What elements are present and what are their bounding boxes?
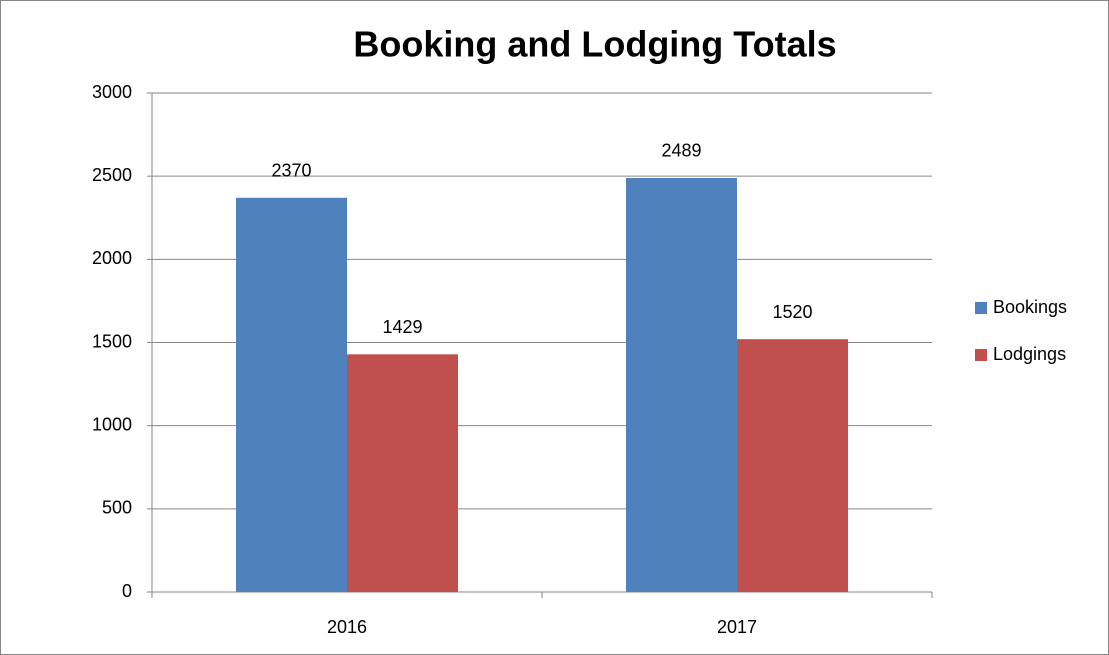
y-tick-label: 1000 (92, 414, 132, 434)
x-tick-label: 2016 (327, 617, 367, 637)
data-label: 1520 (772, 302, 812, 322)
bar (347, 354, 458, 592)
bar (236, 197, 347, 593)
y-tick-label: 2000 (92, 248, 132, 268)
legend-swatch (975, 302, 987, 314)
y-tick-label: 1500 (92, 331, 132, 351)
chart-title: Booking and Lodging Totals (353, 24, 836, 65)
x-tick-label: 2017 (717, 617, 757, 637)
y-tick-label: 0 (122, 581, 132, 601)
legend-swatch (975, 349, 987, 361)
bar (737, 339, 848, 592)
data-label: 2370 (271, 161, 311, 181)
data-label: 1429 (382, 317, 422, 337)
bar (626, 177, 737, 592)
legend-label: Lodgings (993, 344, 1066, 364)
data-label: 2489 (661, 141, 701, 161)
legend-label: Bookings (993, 297, 1067, 317)
y-tick-label: 2500 (92, 165, 132, 185)
y-tick-label: 3000 (92, 82, 132, 102)
y-tick-label: 500 (102, 498, 132, 518)
